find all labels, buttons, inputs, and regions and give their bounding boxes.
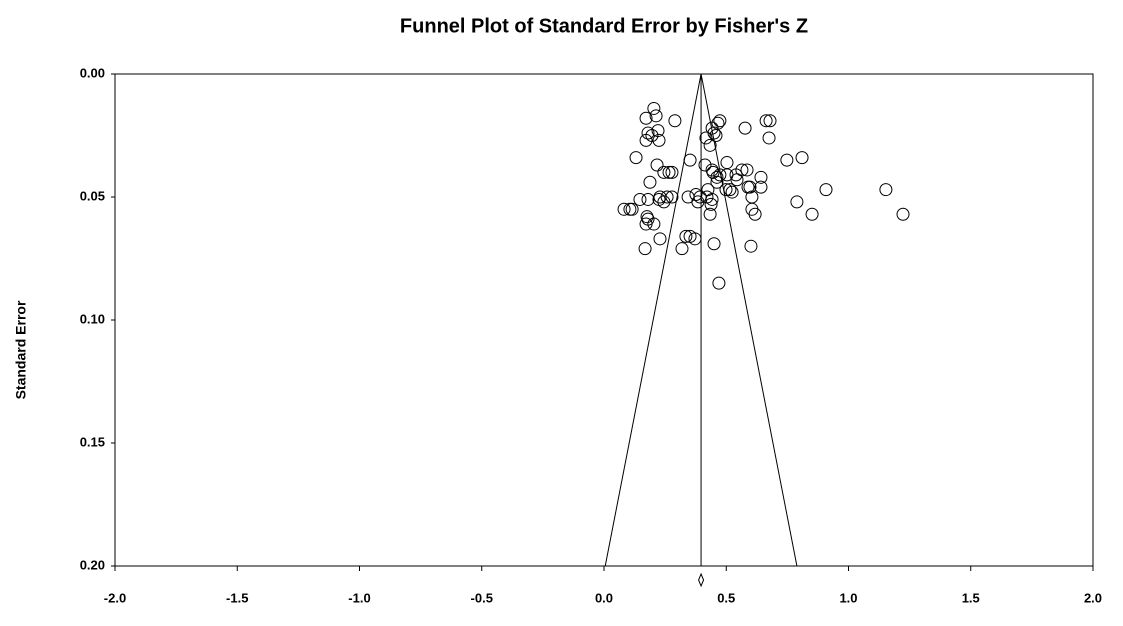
study-point bbox=[711, 116, 725, 130]
study-point bbox=[723, 183, 737, 197]
study-point bbox=[762, 131, 776, 145]
study-point bbox=[710, 175, 724, 189]
study-point bbox=[713, 114, 727, 128]
study-point bbox=[720, 156, 734, 170]
x-tick-label: 0.5 bbox=[717, 590, 735, 605]
study-point bbox=[740, 163, 754, 177]
study-point bbox=[639, 111, 653, 125]
x-tick-label: -0.5 bbox=[471, 590, 493, 605]
y-tick-label: 0.00 bbox=[80, 65, 105, 80]
study-point bbox=[617, 202, 631, 216]
study-point bbox=[879, 183, 893, 197]
mean-diamond bbox=[698, 572, 705, 588]
x-tick-label: -1.5 bbox=[226, 590, 248, 605]
study-point bbox=[790, 195, 804, 209]
study-point bbox=[639, 217, 653, 231]
study-point bbox=[754, 170, 768, 184]
y-tick-label: 0.05 bbox=[80, 188, 105, 203]
study-point bbox=[710, 170, 724, 184]
study-point bbox=[641, 126, 655, 140]
study-point bbox=[643, 175, 657, 189]
study-point bbox=[743, 180, 757, 194]
study-point bbox=[653, 190, 667, 204]
study-point bbox=[639, 133, 653, 147]
chart-title: Funnel Plot of Standard Error by Fisher'… bbox=[400, 15, 808, 37]
study-point bbox=[725, 185, 739, 199]
study-point bbox=[795, 151, 809, 165]
study-point bbox=[660, 190, 674, 204]
study-point bbox=[662, 165, 676, 179]
study-point bbox=[647, 217, 661, 231]
study-point bbox=[638, 242, 652, 256]
plot-frame bbox=[114, 73, 1094, 567]
study-point bbox=[703, 207, 717, 221]
study-point bbox=[896, 207, 910, 221]
funnel-lower bbox=[604, 73, 702, 567]
study-point bbox=[704, 197, 718, 211]
funnel-upper bbox=[700, 73, 798, 567]
study-point bbox=[647, 101, 661, 115]
study-point bbox=[629, 151, 643, 165]
study-point bbox=[675, 242, 689, 256]
study-point bbox=[688, 232, 702, 246]
study-point bbox=[780, 153, 794, 167]
study-point bbox=[652, 133, 666, 147]
study-point bbox=[748, 207, 762, 221]
y-tick-label: 0.20 bbox=[80, 557, 105, 572]
study-point bbox=[691, 195, 705, 209]
study-point bbox=[705, 192, 719, 206]
y-axis-label: Standard Error bbox=[13, 300, 29, 399]
study-point bbox=[738, 121, 752, 135]
study-point bbox=[712, 276, 726, 290]
study-point bbox=[759, 114, 773, 128]
study-point bbox=[698, 158, 712, 172]
study-point bbox=[730, 173, 744, 187]
study-point bbox=[805, 207, 819, 221]
study-point bbox=[623, 202, 637, 216]
study-point bbox=[819, 183, 833, 197]
study-point bbox=[763, 114, 777, 128]
study-point bbox=[683, 153, 697, 167]
study-point bbox=[679, 229, 693, 243]
x-tick-label: 1.5 bbox=[962, 590, 980, 605]
study-point bbox=[653, 232, 667, 246]
x-tick-label: -1.0 bbox=[348, 590, 370, 605]
study-point bbox=[633, 192, 647, 206]
x-tick-label: -2.0 bbox=[104, 590, 126, 605]
study-point bbox=[744, 239, 758, 253]
study-point bbox=[703, 138, 717, 152]
study-point bbox=[665, 165, 679, 179]
study-point bbox=[754, 180, 768, 194]
study-point bbox=[699, 131, 713, 145]
y-tick-label: 0.10 bbox=[80, 311, 105, 326]
study-point bbox=[713, 168, 727, 182]
x-tick-label: 1.0 bbox=[839, 590, 857, 605]
study-point bbox=[719, 183, 733, 197]
study-point bbox=[650, 158, 664, 172]
study-point bbox=[709, 129, 723, 142]
study-point bbox=[707, 126, 721, 140]
study-point bbox=[706, 165, 720, 179]
x-tick-label: 0.0 bbox=[595, 590, 613, 605]
study-point bbox=[649, 109, 663, 123]
x-tick-label: 2.0 bbox=[1084, 590, 1102, 605]
study-point bbox=[707, 237, 721, 251]
study-point bbox=[657, 165, 671, 179]
study-point bbox=[689, 188, 703, 202]
y-tick-label: 0.15 bbox=[80, 434, 105, 449]
study-point bbox=[668, 114, 682, 128]
